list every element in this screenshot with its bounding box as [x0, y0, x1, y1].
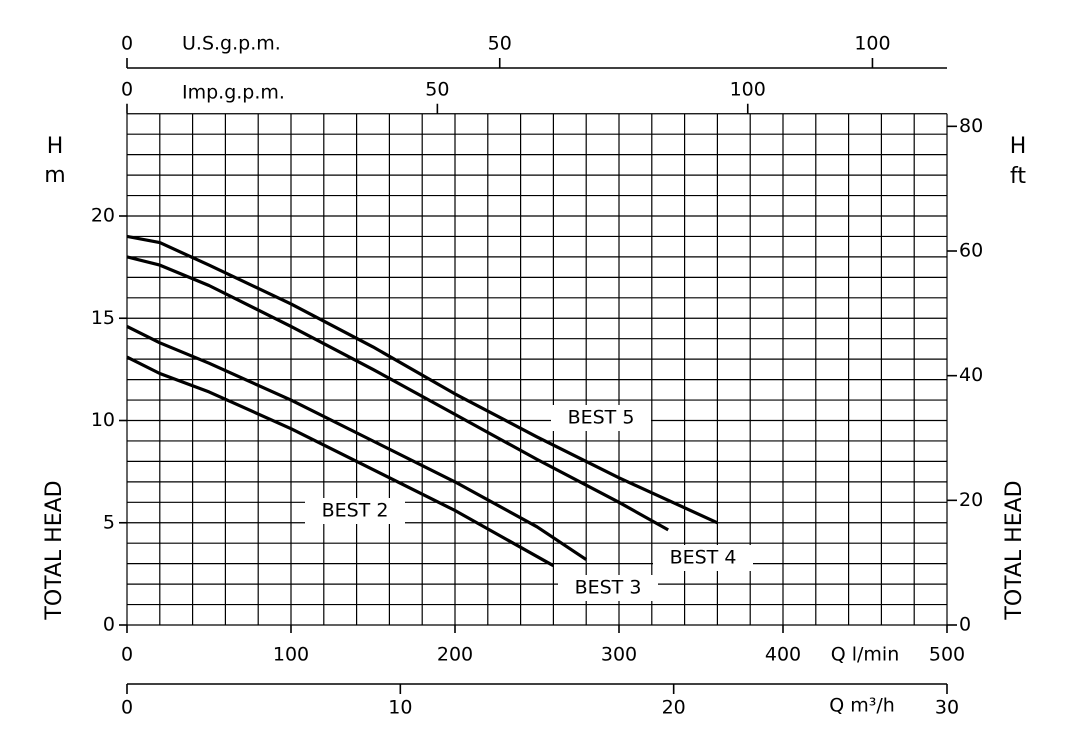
curve-label-bg	[551, 405, 651, 431]
x-tick-label: 0	[121, 644, 133, 666]
curve-label: BEST 4	[670, 547, 737, 569]
y2-tick-label: 0	[959, 614, 971, 636]
bottom-axis-tick-label: 30	[935, 697, 959, 719]
pump-curve	[126, 355, 555, 568]
pump-curve	[126, 234, 719, 525]
y2-title: TOTAL HEAD	[1002, 480, 1027, 620]
y-tick-label: 15	[91, 307, 115, 329]
curve-label-bg	[558, 575, 658, 601]
top-axis-label: Imp.g.p.m.	[182, 82, 285, 104]
y-title: TOTAL HEAD	[42, 480, 67, 620]
curve-label-bg	[653, 545, 753, 571]
curve-label: BEST 5	[568, 407, 635, 429]
y2-tick-label: 40	[959, 364, 983, 386]
y2-tick-label: 80	[959, 115, 983, 137]
x-tick-label: 200	[437, 644, 473, 666]
curve-label: BEST 3	[575, 577, 642, 599]
x-tick-label: 500	[929, 644, 965, 666]
top-axis-tick-label: 50	[425, 78, 449, 100]
bottom-axis-tick-label: 10	[388, 697, 412, 719]
top-axis-tick-label: 100	[854, 33, 890, 55]
pump-curve	[126, 324, 588, 561]
y-tick-label: 20	[91, 205, 115, 227]
y-tick-label: 5	[103, 511, 115, 533]
top-axis-tick-label: 50	[488, 33, 512, 55]
x-tick-label: 400	[765, 644, 801, 666]
y-tick-label: 0	[103, 614, 115, 636]
top-axis-tick-label: 0	[121, 33, 133, 55]
curve-label-bg	[305, 498, 405, 524]
x-tick-label: 300	[601, 644, 637, 666]
bottom-axis-tick-label: 20	[662, 697, 686, 719]
top-axis-tick-label: 0	[121, 78, 133, 100]
x-tick-label: 100	[273, 644, 309, 666]
y2-tick-label: 20	[959, 489, 983, 511]
curve-label: BEST 2	[322, 500, 389, 522]
y-unit: m	[44, 163, 65, 188]
top-axis-tick-label: 100	[730, 78, 766, 100]
y-tick-label: 10	[91, 409, 115, 431]
y-label: H	[47, 134, 64, 159]
bottom-axis-tick-label: 0	[121, 697, 133, 719]
x-label: Q l/min	[831, 644, 900, 666]
top-axis-label: U.S.g.p.m.	[182, 33, 281, 55]
y2-unit: ft	[1010, 164, 1026, 189]
y2-tick-label: 60	[959, 240, 983, 262]
pump-curve	[126, 255, 669, 532]
y2-label: H	[1010, 134, 1027, 159]
bottom-axis-label: Q m³/h	[829, 695, 895, 717]
